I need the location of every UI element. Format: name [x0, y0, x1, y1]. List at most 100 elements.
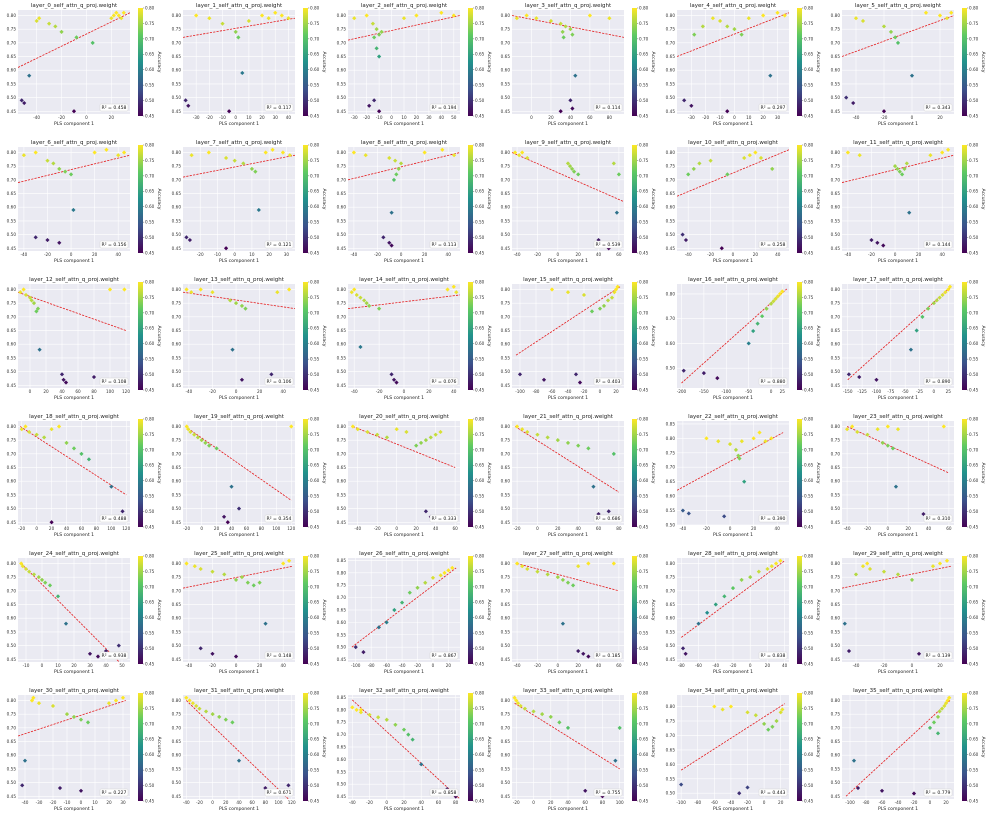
r2-box: [923, 377, 953, 386]
data-point: [198, 646, 203, 651]
colorbar-tick-label: 0.55: [804, 768, 814, 773]
x-tick-label: -150: [699, 389, 709, 394]
x-axis-label: PLS component 1: [219, 806, 259, 812]
data-point: [865, 561, 870, 566]
x-tick-label: 20: [257, 389, 263, 394]
r2-label: R² = 0.227: [102, 790, 127, 796]
x-tick-label: 60: [249, 800, 255, 805]
y-tick-label: 0.65: [501, 602, 511, 607]
colorbar-tick-label: 0.80: [969, 553, 979, 558]
colorbar-tick-label: 0.70: [475, 447, 485, 452]
y-tick-label: 0.45: [171, 109, 181, 114]
plot-area: [842, 147, 954, 251]
y-tick-label: 0.70: [171, 451, 181, 456]
colorbar-label: Accuracy: [321, 52, 327, 73]
x-tick-label: 0: [599, 389, 602, 394]
y-tick-label: 0.65: [831, 739, 841, 744]
data-point: [680, 232, 685, 237]
x-tick-label: 0: [929, 800, 932, 805]
x-tick-label: -80: [678, 663, 685, 668]
data-point: [927, 725, 933, 730]
x-tick-label: 10: [746, 115, 752, 120]
colorbar-tick-label: 0.80: [310, 416, 320, 421]
y-tick-label: 0.60: [831, 616, 841, 621]
plot-area: [677, 284, 790, 388]
x-tick-label: -40: [185, 663, 192, 668]
panel-title: layer_14_self_attn_q_proj.weight: [359, 277, 450, 283]
y-tick-label: 0.80: [501, 698, 511, 703]
y-tick-label: 0.80: [336, 707, 346, 712]
panel-title: layer_0_self_attn_q_proj.weight: [31, 3, 118, 9]
colorbar-tick-label: 0.45: [475, 113, 485, 118]
colorbar-label: Accuracy: [650, 52, 656, 73]
y-tick-label: 0.75: [7, 575, 17, 580]
y-tick-label: 0.45: [336, 657, 346, 662]
y-tick-label: 0.55: [171, 492, 181, 497]
r2-box: [429, 103, 458, 112]
colorbar: [797, 282, 803, 390]
plot-area: [677, 10, 790, 114]
colorbar-tick-label: 0.60: [310, 67, 320, 72]
colorbar-tick-label: 0.80: [475, 142, 485, 147]
y-tick-label: 0.60: [171, 68, 181, 73]
x-tick-label: 20: [106, 800, 112, 805]
x-tick-label: 40: [451, 389, 457, 394]
colorbar-tick-label: 0.75: [145, 432, 155, 437]
colorbar-label: Accuracy: [815, 463, 821, 484]
colorbar-tick-label: 0.80: [639, 279, 649, 284]
x-tick-label: -20: [744, 800, 751, 805]
y-tick-label: 0.70: [171, 588, 181, 593]
r2-box: [923, 240, 953, 249]
x-tick-label: 20: [49, 526, 55, 531]
data-point: [691, 166, 697, 171]
colorbar: [632, 282, 638, 390]
y-tick-label: 0.60: [501, 205, 511, 210]
colorbar-tick-label: 0.60: [969, 67, 979, 72]
x-tick-label: -20: [707, 252, 714, 257]
data-point: [566, 290, 571, 295]
x-tick-label: -50: [902, 389, 909, 394]
colorbar-tick-label: 0.50: [639, 783, 649, 788]
y-tick-label: 0.60: [831, 68, 841, 73]
y-tick-label: 0.80: [831, 287, 841, 292]
y-tick-label: 0.60: [666, 494, 676, 499]
colorbar-tick-label: 0.75: [639, 569, 649, 574]
panel-title: layer_27_self_attn_q_proj.weight: [524, 551, 615, 557]
y-tick-label: 0.65: [831, 602, 841, 607]
colorbar-tick-label: 0.45: [145, 798, 155, 803]
colorbar: [302, 282, 308, 390]
r2-box: [99, 240, 129, 249]
y-tick-label: 0.60: [7, 342, 17, 347]
x-tick-label: 25: [946, 389, 952, 394]
colorbar-tick-label: 0.45: [969, 113, 979, 118]
colorbar-tick-label: 0.75: [310, 432, 320, 437]
x-tick-label: 10: [92, 800, 98, 805]
colorbar-label: Accuracy: [486, 463, 492, 484]
data-point: [860, 564, 866, 569]
r2-label: R² = 0.867: [431, 653, 456, 659]
y-tick-label: 0.60: [501, 68, 511, 73]
data-point: [775, 10, 780, 15]
x-tick-label: 40: [940, 252, 946, 257]
x-tick-label: -20: [183, 526, 190, 531]
y-tick-label: 0.70: [336, 451, 346, 456]
plot-area: [182, 558, 295, 662]
colorbar-label: Accuracy: [156, 52, 162, 73]
data-point: [47, 583, 53, 588]
scatter-plot-svg: layer_2_self_attn_q_proj.weight -30 -20 -10…: [336, 3, 491, 127]
colorbar-tick-label: 0.70: [804, 447, 814, 452]
x-tick-label: -20: [209, 663, 216, 668]
data-point: [949, 10, 954, 15]
data-point: [935, 731, 941, 736]
colorbar-tick-label: 0.70: [639, 721, 649, 726]
x-axis-label: PLS component 1: [878, 395, 918, 401]
colorbar-label: Accuracy: [980, 52, 986, 73]
colorbar: [467, 145, 473, 253]
y-tick-label: 0.50: [666, 232, 676, 237]
y-tick-label: 0.65: [336, 328, 346, 333]
colorbar-tick-label: 0.50: [639, 372, 649, 377]
colorbar-label: Accuracy: [815, 52, 821, 73]
colorbar-tick-label: 0.65: [475, 463, 485, 468]
data-point: [357, 295, 363, 300]
colorbar: [302, 8, 308, 116]
